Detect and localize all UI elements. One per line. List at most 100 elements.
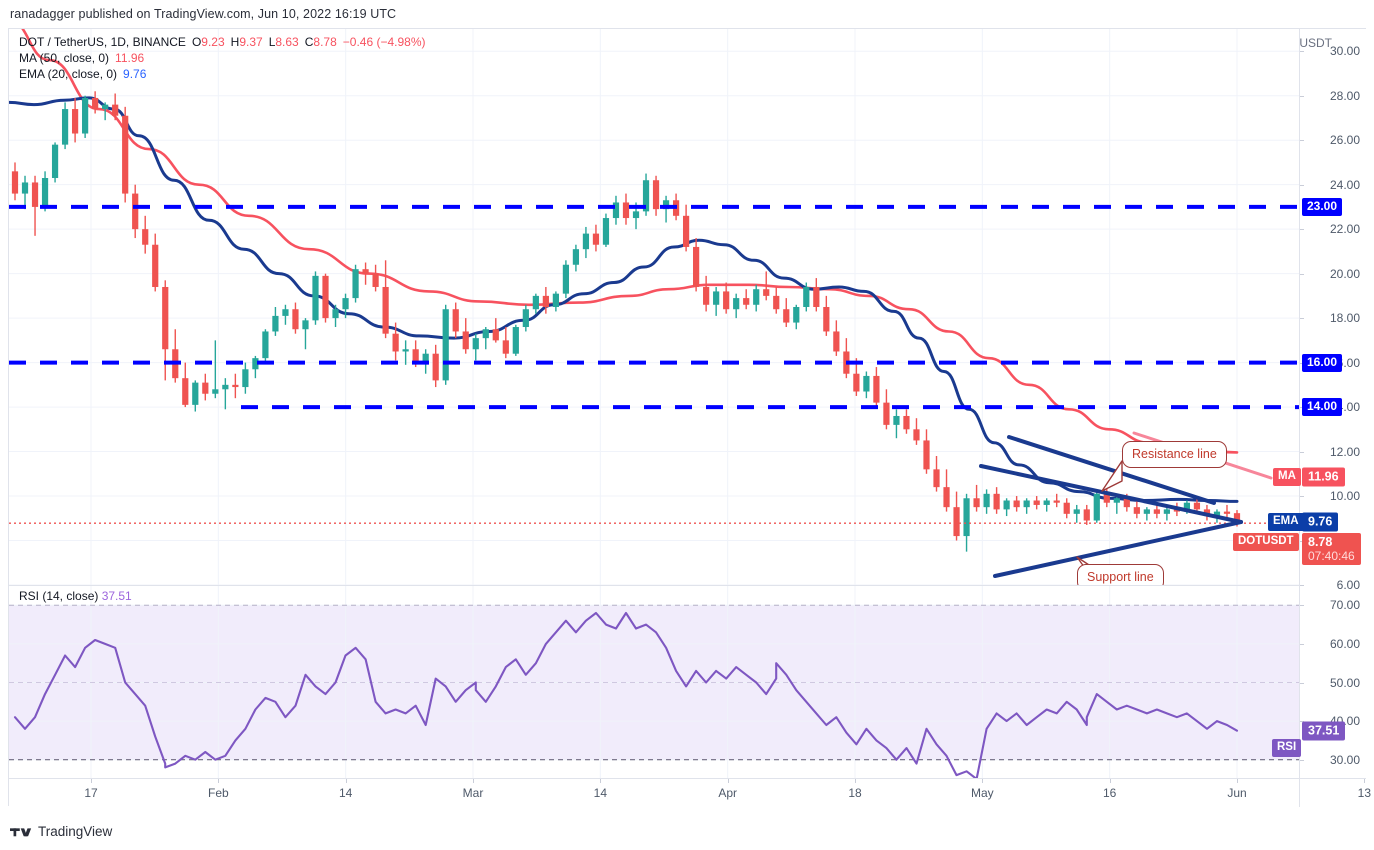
chart-frame: DOT / TetherUS, 1D, BINANCE O9.23 H9.37 L 8.…	[8, 28, 1371, 807]
time-axis-tickmark	[218, 779, 220, 783]
level-badge-16: 16.00	[1302, 353, 1343, 372]
legend-ma-name: MA (50, close, 0)	[19, 51, 110, 65]
time-axis-tickmark	[982, 779, 984, 783]
legend-close-value: 8.78	[313, 35, 337, 49]
tradingview-mark-icon	[10, 827, 32, 836]
rsi-axis-tickmark	[1300, 759, 1304, 761]
ema-tag-pill: EMA	[1268, 513, 1304, 531]
time-axis-tickmark	[473, 779, 474, 783]
legend-ema-value: 9.76	[123, 67, 147, 81]
time-axis-tickmark	[600, 779, 602, 783]
price-axis-tickmark	[1300, 451, 1304, 453]
legend-high-label: H	[230, 35, 240, 49]
legend-change: −0.46 (−4.98%)	[342, 35, 426, 49]
price-plot	[9, 29, 1299, 585]
level-badge-14: 14.00	[1302, 398, 1343, 417]
rsi-legend-name: RSI (14, close)	[19, 589, 99, 603]
time-axis-tickmark	[727, 779, 729, 783]
rsi-legend[interactable]: RSI (14, close) 37.51	[19, 589, 132, 603]
ema-value-badge: 9.76	[1302, 512, 1339, 532]
time-axis-tick: 13	[1357, 786, 1372, 800]
time-axis-tick: Mar	[462, 786, 484, 800]
legend-ma-value: 11.96	[115, 51, 145, 65]
time-axis-tick: Apr	[718, 786, 737, 800]
price-axis-tick: 12.00	[1329, 444, 1360, 459]
price-axis-tick: 6.00	[1336, 578, 1360, 592]
rsi-tag-pill: RSI	[1272, 739, 1302, 757]
rsi-axis-tickmark	[1300, 682, 1304, 684]
price-axis-tickmark	[1300, 273, 1304, 275]
price-axis-tickmark	[1300, 496, 1304, 498]
time-axis-tick: 14	[593, 786, 608, 800]
support-line-callout: Support line	[1077, 564, 1164, 585]
tradingview-wordmark: TradingView	[38, 824, 113, 839]
legend-high-value: 9.37	[239, 35, 263, 49]
price-axis-tick: 26.00	[1329, 133, 1360, 148]
rsi-plot	[9, 586, 1299, 779]
legend-symbol: DOT / TetherUS, 1D, BINANCE	[19, 35, 186, 49]
resistance-line-callout: Resistance line	[1122, 441, 1227, 468]
time-axis-tickmark	[855, 779, 856, 783]
price-axis-tick: 24.00	[1329, 177, 1360, 192]
publisher-credit: ranadagger published on TradingView.com,…	[10, 7, 397, 21]
time-axis-tick: Feb	[207, 786, 229, 800]
rsi-value-badge: 37.51	[1302, 721, 1346, 741]
rsi-pane[interactable]: RSI (14, close) 37.51	[9, 586, 1299, 779]
legend-close-label: C	[304, 35, 314, 49]
price-axis-tickmark	[1300, 140, 1304, 142]
price-axis-tick: 18.00	[1329, 311, 1360, 326]
time-axis-right-divider	[1299, 779, 1300, 807]
ma-tag-pill: MA	[1273, 468, 1301, 486]
rsi-axis-tick: 60.00	[1329, 636, 1360, 651]
last-price-badge: 8.78 07:40:46	[1302, 533, 1361, 565]
legend-symbol-row: DOT / TetherUS, 1D, BINANCE O9.23 H9.37 L 8.…	[19, 34, 426, 50]
rsi-axis-tick: 30.00	[1329, 752, 1360, 767]
legend-low-label: L	[268, 35, 276, 49]
pane-divider[interactable]	[9, 585, 1299, 586]
legend-open-label: O	[191, 35, 202, 49]
time-axis-tickmark	[91, 779, 92, 783]
time-axis-tick: 16	[1102, 786, 1117, 800]
price-axis-tickmark	[1300, 229, 1304, 231]
price-pane[interactable]: DOT / TetherUS, 1D, BINANCE O9.23 H9.37 L 8.…	[9, 29, 1299, 585]
symbol-tag-pill: DOTUSDT	[1233, 533, 1299, 551]
time-axis-tick: May	[970, 786, 994, 800]
price-axis-tickmark	[1300, 95, 1304, 97]
rsi-axis-tick: 70.00	[1329, 598, 1360, 613]
rsi-axis-tickmark	[1300, 605, 1304, 607]
time-axis-tickmark	[1237, 779, 1238, 783]
price-axis-tickmark	[1300, 51, 1304, 53]
time-axis-tick: 14	[338, 786, 353, 800]
time-axis-tick: 18	[848, 786, 862, 800]
price-axis-tick: 22.00	[1329, 222, 1360, 237]
price-axis-tickmark	[1300, 585, 1304, 586]
tradingview-logo: TradingView	[10, 824, 112, 839]
time-axis-tick: 17	[84, 786, 98, 800]
bar-countdown: 07:40:46	[1308, 549, 1355, 563]
time-axis-tickmark	[1109, 779, 1111, 783]
legend-ma-row[interactable]: MA (50, close, 0) 11.96	[19, 50, 426, 66]
price-axis-tickmark	[1300, 318, 1304, 320]
price-axis-tickmark	[1300, 184, 1304, 186]
price-axis-tick: 28.00	[1329, 88, 1360, 103]
level-badge-23: 23.00	[1302, 197, 1343, 216]
time-axis-tick: Jun	[1227, 786, 1247, 800]
rsi-legend-value: 37.51	[101, 589, 132, 603]
price-legend: DOT / TetherUS, 1D, BINANCE O9.23 H9.37 L 8.…	[19, 34, 426, 82]
rsi-axis-tickmark	[1300, 643, 1304, 645]
price-axis-tick: 10.00	[1329, 489, 1360, 504]
ma-value-badge: 11.96	[1302, 467, 1345, 487]
price-axis-unit: USDT	[1299, 36, 1332, 50]
legend-open-value: 9.23	[201, 35, 225, 49]
price-axis-tick: 30.00	[1329, 44, 1360, 59]
price-axis-tick: 20.00	[1329, 266, 1360, 281]
price-axis[interactable]: USDT 30.00 28.00 26.00 24.00 22.00 20.00 18.00…	[1299, 29, 1366, 778]
rsi-axis-tick: 50.00	[1329, 675, 1360, 690]
time-axis-tickmark	[345, 779, 347, 783]
legend-ema-row[interactable]: EMA (20, close, 0) 9.76	[19, 66, 426, 82]
time-axis-tickmark	[1364, 779, 1366, 783]
legend-ema-name: EMA (20, close, 0)	[19, 67, 118, 81]
last-price-value: 8.78	[1308, 535, 1333, 549]
time-axis[interactable]: 17 Feb 14 Mar 14 Apr 18 May 16 Jun 13	[9, 778, 1371, 807]
